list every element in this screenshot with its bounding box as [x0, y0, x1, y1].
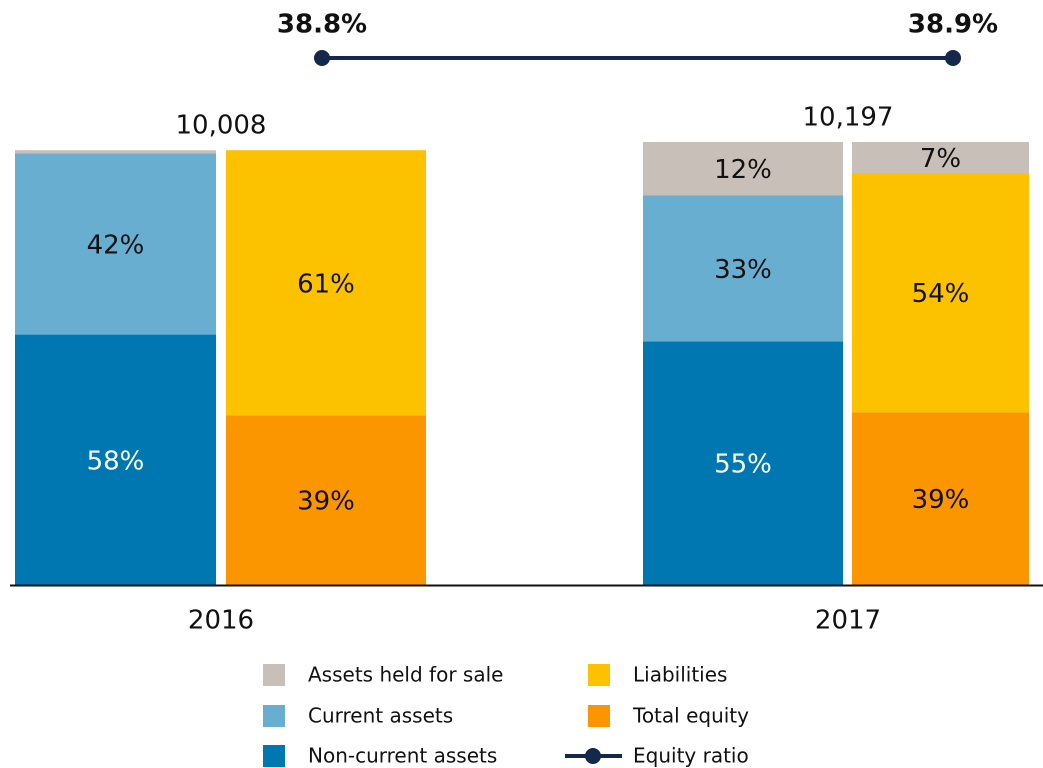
equity-ratio-point [945, 50, 961, 66]
x-tick-label: 2017 [815, 606, 881, 636]
equity-ratio-point [314, 50, 330, 66]
data-label: 12% [714, 155, 772, 185]
bar-segment [643, 341, 843, 585]
bar-segment [643, 142, 843, 196]
data-label: 33% [714, 255, 772, 285]
data-label: 54% [912, 279, 970, 309]
bar-segment [15, 153, 216, 335]
legend-label: Assets held for sale [308, 663, 503, 687]
bar-segment [852, 173, 1029, 413]
legend-marker [585, 748, 601, 764]
legend-swatch [588, 664, 610, 686]
data-label: 55% [714, 450, 772, 480]
total-label: 10,008 [176, 111, 267, 141]
data-label: 7% [920, 144, 961, 174]
data-label: 39% [297, 487, 355, 517]
legend-swatch [263, 745, 285, 767]
bar-segment [226, 415, 426, 585]
data-label: 42% [87, 230, 145, 260]
bar-segment [15, 150, 216, 154]
equity-ratio-label: 38.9% [908, 10, 998, 40]
total-label: 10,197 [803, 103, 894, 133]
bar-segment [226, 150, 426, 416]
equity-ratio-label: 38.8% [277, 10, 367, 40]
data-label: 58% [87, 446, 145, 476]
legend-label: Equity ratio [633, 744, 749, 768]
x-tick-label: 2016 [188, 606, 254, 636]
bar-segment [15, 334, 216, 585]
bar-segment [643, 195, 843, 342]
data-label: 61% [297, 269, 355, 299]
bar-segment [852, 412, 1029, 585]
legend-swatch [263, 664, 285, 686]
legend-label: Current assets [308, 704, 453, 728]
legend-label: Liabilities [633, 663, 727, 687]
data-label: 39% [912, 485, 970, 515]
legend-swatch [263, 705, 285, 727]
bar-segment [852, 142, 1029, 174]
legend-swatch [588, 705, 610, 727]
legend-label: Total equity [632, 704, 749, 728]
legend-label: Non-current assets [308, 744, 497, 768]
